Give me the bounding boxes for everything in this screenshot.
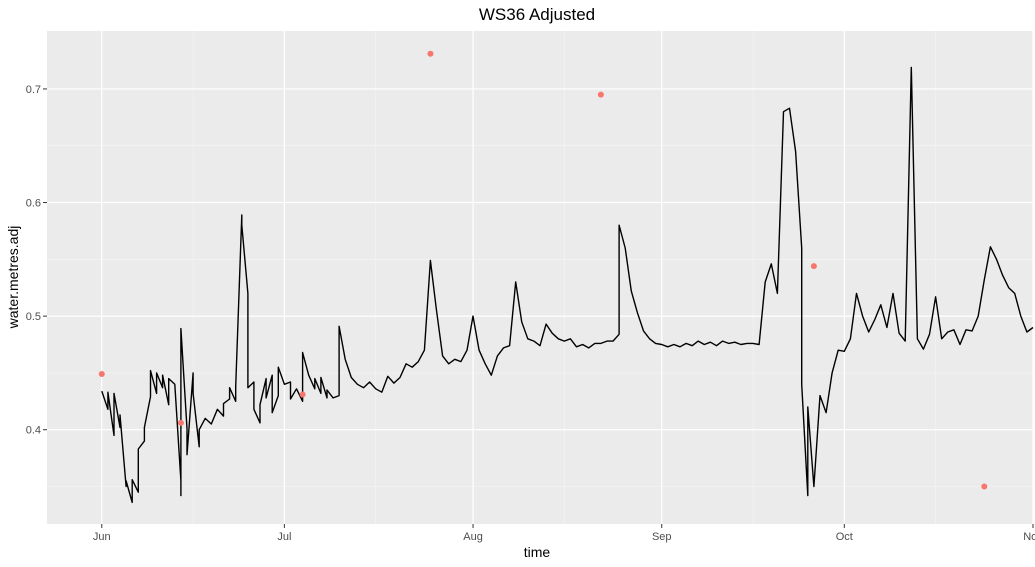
y-tick-label: 0.5 — [26, 311, 41, 323]
x-tick-label: Sep — [652, 531, 672, 543]
y-axis: 0.4 0.5 0.6 0.7 — [26, 84, 47, 437]
y-tick-label: 0.6 — [26, 198, 41, 210]
measurement-point — [810, 263, 817, 270]
measurement-point — [177, 419, 184, 426]
measurement-point — [597, 91, 604, 98]
major-gridlines — [47, 31, 1034, 524]
y-tick-label: 0.4 — [26, 425, 41, 437]
measurement-point — [981, 483, 988, 490]
measurement-point — [427, 50, 434, 57]
x-tick-label: Aug — [463, 531, 483, 543]
water-level-line — [101, 66, 1034, 504]
minor-gridlines — [47, 31, 1033, 524]
x-tick-label: Jul — [277, 531, 291, 543]
y-axis-title: water.metres.adj — [5, 226, 21, 330]
chart-title: WS36 Adjusted — [479, 5, 595, 24]
plot-panel — [47, 31, 1033, 524]
measurement-point — [98, 371, 105, 378]
data-line-layer — [101, 66, 1034, 504]
x-tick-label: Nov — [1023, 531, 1035, 543]
y-tick-label: 0.7 — [26, 84, 41, 96]
x-tick-label: Jun — [93, 531, 111, 543]
x-axis: Jun Jul Aug Sep Oct Nov — [93, 524, 1035, 543]
measurement-point — [299, 391, 306, 398]
x-tick-label: Oct — [836, 531, 853, 543]
points-layer — [98, 50, 988, 490]
x-axis-title: time — [524, 544, 551, 560]
